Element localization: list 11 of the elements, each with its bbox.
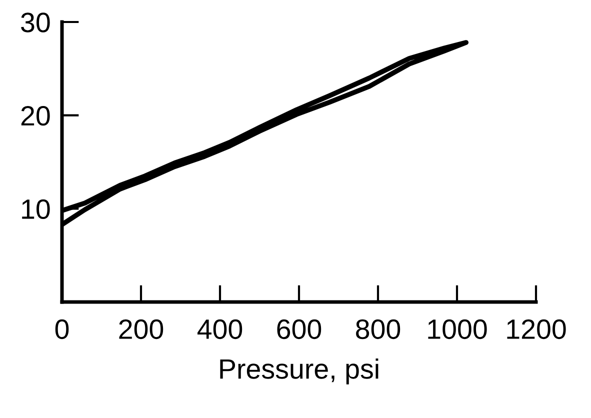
x-tick-label: 1200 [507, 319, 566, 340]
x-tick-label: 200 [119, 319, 164, 340]
x-tick-label: 1000 [428, 319, 487, 340]
x-tick-label: 800 [356, 319, 400, 340]
y-tick-label: 10 [22, 199, 50, 220]
y-tick-label: 30 [21, 12, 50, 32]
x-tick-label: 600 [277, 319, 322, 340]
y-tick-label: 20 [21, 106, 50, 126]
x-tick-label: 0 [55, 319, 69, 340]
x-axis-title: Pressure, psi [220, 358, 378, 384]
x-tick-label: 400 [197, 319, 242, 340]
